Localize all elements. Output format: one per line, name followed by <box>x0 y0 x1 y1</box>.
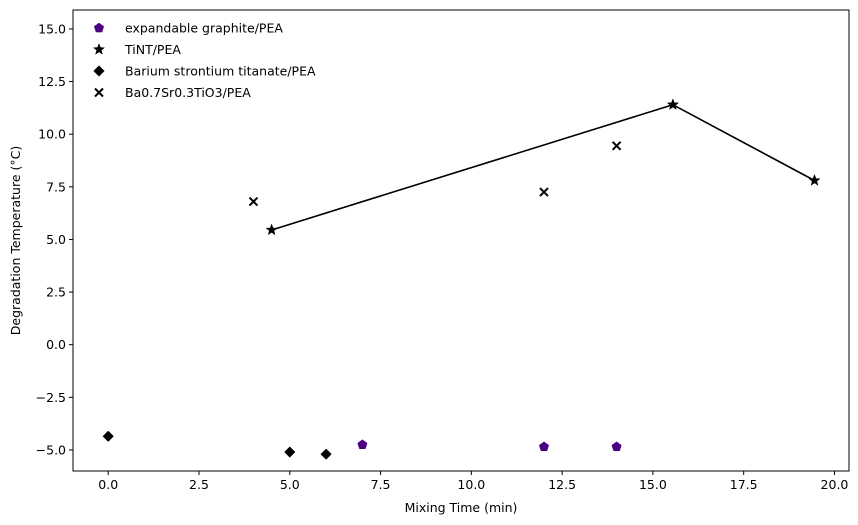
legend-item: TiNT/PEA <box>92 42 181 57</box>
series-layer <box>102 98 821 460</box>
y-tick-label: 0.0 <box>46 337 66 352</box>
y-tick-label: −2.5 <box>36 390 66 405</box>
legend-label: Ba0.7Sr0.3TiO3/PEA <box>125 85 251 100</box>
x-tick-label: 7.5 <box>371 477 391 492</box>
y-tick-label: 12.5 <box>38 74 66 89</box>
legend: expandable graphite/PEA TiNT/PEA Barium st… <box>92 21 316 100</box>
data-point <box>320 448 332 460</box>
x-tick-label: 15.0 <box>639 477 667 492</box>
legend-label: Barium strontium titanate/PEA <box>125 64 316 79</box>
legend-marker <box>92 42 106 55</box>
x-tick-label: 5.0 <box>280 477 300 492</box>
legend-marker <box>93 65 105 77</box>
legend-item: expandable graphite/PEA <box>93 21 283 36</box>
series-2 <box>265 98 821 236</box>
series-3 <box>102 430 332 460</box>
legend-item: Ba0.7Sr0.3TiO3/PEA <box>94 85 251 100</box>
data-point <box>808 173 821 186</box>
x-tick-label: 0.0 <box>98 477 118 492</box>
x-tick-label: 2.5 <box>189 477 209 492</box>
x-tick-label: 12.5 <box>548 477 576 492</box>
data-point <box>265 223 278 236</box>
x-tick-label: 20.0 <box>821 477 849 492</box>
y-axis-label: Degradation Temperature (°C) <box>8 146 23 335</box>
y-axis: −5.0 −2.5 0.0 2.5 5.0 7.5 10.0 12.5 15.0 <box>36 21 73 457</box>
data-point <box>611 441 622 452</box>
y-tick-label: 2.5 <box>46 285 66 300</box>
x-tick-label: 17.5 <box>730 477 758 492</box>
legend-marker <box>93 22 105 33</box>
legend-label: TiNT/PEA <box>124 42 181 57</box>
y-tick-label: −5.0 <box>36 442 66 457</box>
y-tick-label: 7.5 <box>46 179 66 194</box>
data-point <box>539 187 549 197</box>
x-axis: 0.0 2.5 5.0 7.5 10.0 12.5 15.0 17.5 20.0 <box>98 471 848 492</box>
data-point <box>248 196 259 207</box>
series-1 <box>357 439 622 452</box>
legend-item: Barium strontium titanate/PEA <box>93 64 316 79</box>
data-point <box>666 98 680 111</box>
data-point <box>102 430 114 442</box>
data-point <box>538 441 550 452</box>
x-axis-label: Mixing Time (min) <box>405 500 518 515</box>
legend-label: expandable graphite/PEA <box>125 21 283 36</box>
data-point <box>611 141 622 151</box>
data-point <box>284 446 296 458</box>
y-tick-label: 10.0 <box>38 127 66 142</box>
legend-marker <box>94 87 104 98</box>
plot-frame <box>72 9 850 472</box>
series-line <box>271 103 815 231</box>
x-tick-label: 10.0 <box>457 477 485 492</box>
series-4 <box>248 141 622 207</box>
y-tick-label: 5.0 <box>46 232 66 247</box>
y-tick-label: 15.0 <box>38 21 66 36</box>
plot-border <box>72 9 850 472</box>
data-point <box>357 439 368 449</box>
